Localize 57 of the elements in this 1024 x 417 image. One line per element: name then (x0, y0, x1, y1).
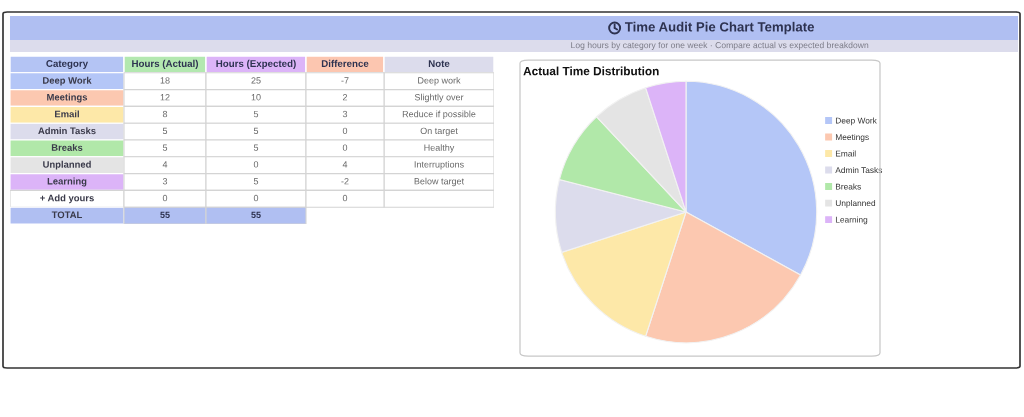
data-label: 5 (253, 144, 259, 151)
y-tick-label: Breaks (51, 144, 83, 151)
y2-tick-label: Healthy (424, 144, 455, 153)
data-label: 0 (162, 194, 168, 202)
data-label: 0 (253, 194, 259, 202)
text: Time Audit Pie Chart Template (624, 21, 815, 35)
y-tick-label: Learning (47, 177, 87, 187)
data-label: 55 (251, 211, 261, 219)
y-tick-label: TOTAL (51, 211, 83, 219)
data-label: 5 (162, 127, 168, 135)
y-tick-label: Unplanned (43, 160, 91, 170)
data-label: 2 (342, 94, 348, 101)
data-label: 4 (342, 161, 348, 168)
data-label: 5 (162, 144, 168, 151)
y2-tick-label: On target (420, 127, 458, 136)
data-label: 12 (160, 94, 170, 101)
data-label: 5 (253, 127, 259, 135)
data-label: 0 (342, 194, 348, 202)
data-label: 5 (253, 110, 259, 118)
y2-tick-label: Slightly over (414, 93, 464, 103)
data-label: 4 (162, 161, 168, 168)
legend-label: Meetings (835, 133, 869, 142)
data-label: -2 (341, 178, 349, 185)
x-tick-label: Hours (Expected) (216, 59, 296, 69)
legend-label: Unplanned (835, 199, 876, 208)
y2-tick-label: Reduce if possible (402, 110, 476, 120)
data-label: 0 (342, 127, 348, 135)
legend-label: Deep Work (835, 117, 877, 126)
legend-label: Learning (835, 216, 868, 225)
x-tick-label: Hours (Actual) (132, 59, 199, 69)
data-label: 3 (342, 110, 348, 118)
y-tick-label: Meetings (47, 93, 88, 103)
y-tick-label: Email (55, 110, 79, 118)
data-label: 25 (251, 77, 261, 84)
data-label: 5 (253, 178, 259, 185)
y2-tick-label: Deep work (418, 76, 461, 86)
legend-label: Email (835, 150, 856, 157)
data-label: 18 (160, 77, 170, 84)
legend-label: Admin Tasks (835, 166, 883, 174)
data-label: 8 (162, 110, 168, 118)
text: Log hours by category for one week · Compare actual vs expected breakdown (571, 41, 869, 50)
data-label: 3 (162, 178, 168, 185)
data-label: -7 (341, 77, 349, 84)
chart-title: Actual Time Distribution (523, 66, 659, 76)
x-tick-label: Difference (321, 59, 369, 68)
y2-axis-title: Note (428, 60, 450, 68)
legend-label: Breaks (835, 183, 861, 190)
y-axis-title: Category (46, 60, 89, 69)
y2-tick-label: Interruptions (414, 160, 464, 170)
y-tick-label: + Add yours (40, 194, 94, 204)
y-tick-label: Admin Tasks (38, 127, 96, 135)
data-label: 0 (253, 161, 259, 168)
data-label: 55 (160, 211, 170, 219)
y-tick-label: Deep Work (43, 76, 92, 86)
data-label: 10 (251, 94, 261, 101)
y2-tick-label: Below target (414, 177, 465, 187)
data-label: 0 (342, 144, 348, 151)
